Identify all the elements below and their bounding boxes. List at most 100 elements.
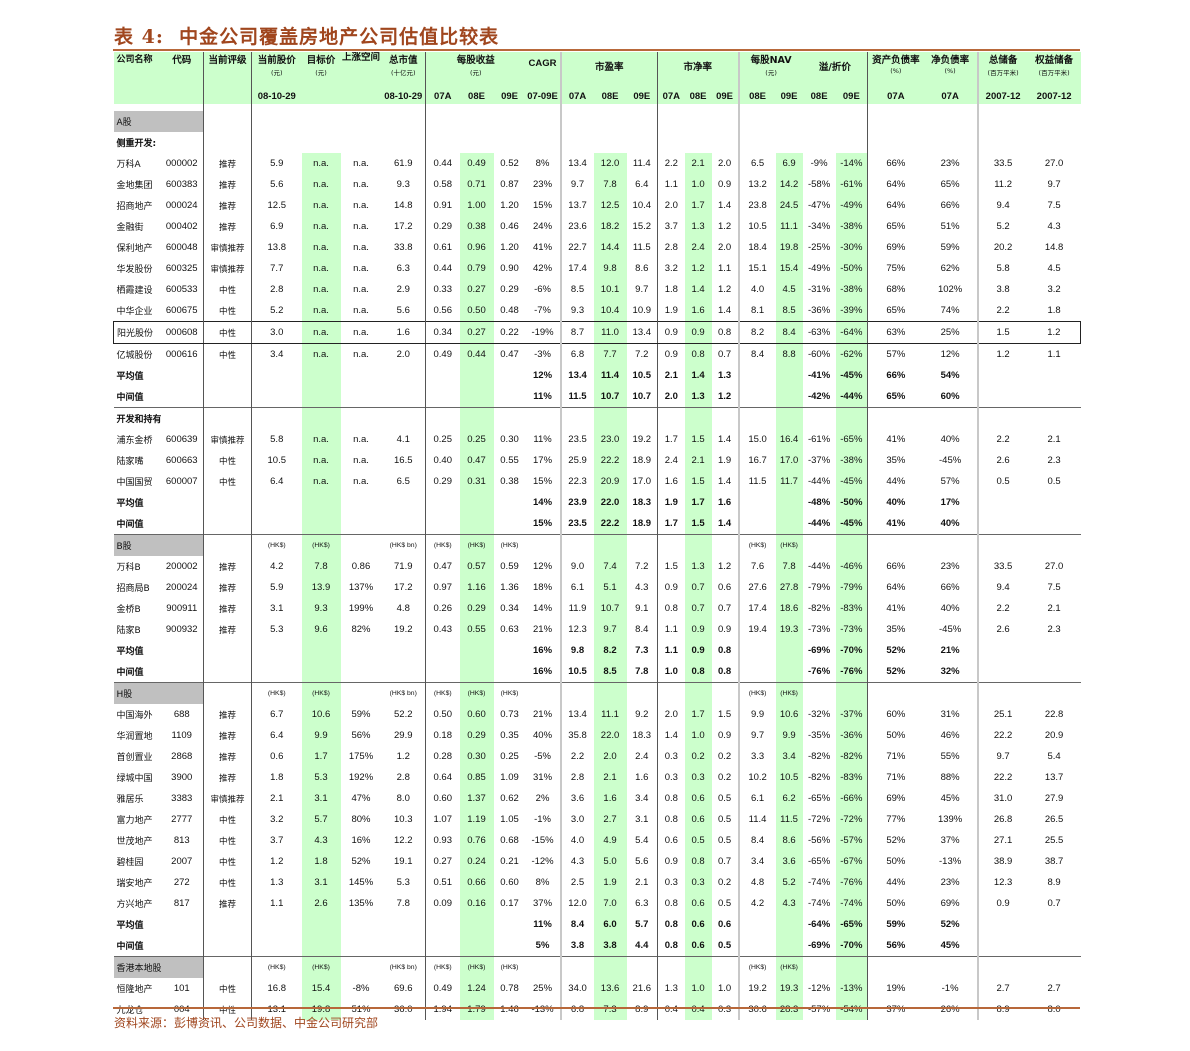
cell-premium-08e xyxy=(802,956,836,978)
row-label: 平均值 xyxy=(116,647,144,657)
table-row: 华发股份 600325 审慎推荐 7.7 n.a. n.a. 6.3 0.44 0.79 0.90… xyxy=(114,258,1081,279)
cell-eps-07a xyxy=(426,111,460,132)
cell-pb-07a: 0.8 xyxy=(664,603,678,614)
cell-total-reserve xyxy=(978,914,1028,935)
cell-pb-07a: 0.9 xyxy=(664,582,678,593)
cell-eps-07a xyxy=(426,492,460,513)
cell-eps-08e: 0.71 xyxy=(459,174,494,195)
cell-cagr: 14% xyxy=(525,598,562,619)
cell-pe-07a: 8.5 xyxy=(570,284,585,295)
spacer-cell xyxy=(381,104,426,111)
cell-net-debt-ratio: 23% xyxy=(923,556,979,577)
cell-price: 6.7 xyxy=(270,709,284,720)
row-label: 中间值 xyxy=(116,520,144,530)
cell-nav-08e: 4.0 xyxy=(750,284,765,295)
cell-equity-reserve: 2.3 xyxy=(1047,455,1061,466)
company-name: 中华企业 xyxy=(116,307,153,317)
cell-target: n.a. xyxy=(301,237,341,258)
cell-equity-reserve: 8.9 xyxy=(1047,877,1061,888)
summary-row: 平均值 14% 23.9 22.0 18.3 1.9 1.7 1.6 -48% -50% 40% 17… xyxy=(114,492,1081,513)
cell-premium-08e: -82% xyxy=(807,603,831,614)
cell-eps-09e: 0.59 xyxy=(500,561,519,572)
cell-eps-08e xyxy=(459,513,494,535)
table-row: 华润置地 1109 推荐 6.4 9.9 56% 29.9 0.18 0.29 0.35 40% 35… xyxy=(114,725,1081,746)
cell-premium-09e: -38% xyxy=(835,450,869,471)
cell-eps-09e: 1.36 xyxy=(500,582,519,593)
cell-pb-07a: 1.1 xyxy=(664,179,678,190)
cell-mktcap: 5.3 xyxy=(381,872,426,893)
header-sub-premium-08e: 08E xyxy=(802,89,836,104)
cell-pe-08e: 5.1 xyxy=(593,577,627,598)
cell-debt-ratio: 50% xyxy=(886,898,906,909)
cell-pb-08e xyxy=(685,111,712,132)
cell-equity-reserve: 26.5 xyxy=(1044,814,1064,825)
cell-price: 1.2 xyxy=(270,856,284,867)
cell-nav-08e: 9.7 xyxy=(750,730,765,741)
cell-upside: n.a. xyxy=(353,158,369,169)
cell-cagr: 15% xyxy=(525,195,562,216)
cell-debt-ratio: 64% xyxy=(886,582,906,593)
header-sub-premium-09e: 09E xyxy=(835,89,869,104)
cell-debt-ratio: 63% xyxy=(867,321,924,344)
cell-mktcap: 52.2 xyxy=(381,704,426,725)
cell-code xyxy=(160,935,204,957)
cell-pe-07a: 23.5 xyxy=(568,434,587,445)
section-row: 香港本地股 (HK$) (HK$) (HK$ bn) (HK$) (HK$) (HK$) (H… xyxy=(113,956,1081,978)
cell-code: 900911 xyxy=(160,598,204,619)
cell-total-reserve: 9.7 xyxy=(996,751,1010,762)
cell-code xyxy=(160,640,204,661)
cell-mktcap xyxy=(381,492,426,513)
cell-premium-08e: -44% xyxy=(807,476,831,487)
cell-premium-08e: -56% xyxy=(807,835,831,846)
cell-rating: 中性 xyxy=(203,279,252,300)
header-blank xyxy=(301,89,341,104)
header-sub-eps-07a: 07A xyxy=(425,89,460,104)
cell-net-debt-ratio xyxy=(923,534,979,556)
cell-eps-09e: 0.90 xyxy=(500,263,519,274)
cell-code xyxy=(160,386,204,408)
header-reserve-label: 总储备 xyxy=(988,55,1018,66)
cell-total-reserve: 31.0 xyxy=(993,793,1013,804)
spacer-cell xyxy=(160,104,204,111)
cell-cagr: 8% xyxy=(525,872,562,893)
cell-premium-08e: -49% xyxy=(807,263,831,274)
cell-pb-08e: 0.8 xyxy=(684,661,712,683)
cell-pe-08e: 13.6 xyxy=(593,978,627,999)
table-row: 金地集团 600383 推荐 5.6 n.a. n.a. 9.3 0.58 0.71 0.87 23… xyxy=(114,174,1081,195)
cell-pe-09e: 18.3 xyxy=(626,725,659,746)
cell-upside: 175% xyxy=(348,751,374,762)
cell-code xyxy=(160,682,204,704)
cell-rating: 推荐 xyxy=(203,746,252,767)
cell-pe-07a: 2.8 xyxy=(570,772,585,783)
section-row: B股 (HK$) (HK$) (HK$ bn) (HK$) (HK$) (HK$) (HK$)… xyxy=(113,534,1081,556)
cell-premium-09e: -65% xyxy=(835,914,869,935)
cell-eps-08e: 1.16 xyxy=(459,577,494,598)
cell-pb-07a: 0.3 xyxy=(664,877,678,888)
cell-total-reserve: 3.8 xyxy=(996,284,1010,295)
spacer-cell xyxy=(426,104,460,111)
cell-total-reserve: 2.2 xyxy=(996,603,1010,614)
cell-code: 000002 xyxy=(160,153,204,174)
cell-nav-08e xyxy=(739,111,776,132)
cell-pe-08e: 3.8 xyxy=(593,935,627,957)
cell-eps-08e: 1.19 xyxy=(459,809,494,830)
cell-pb-09e: 1.2 xyxy=(711,556,740,577)
cell-pb-07a: 0.9 xyxy=(657,321,685,344)
cell-rating: 推荐 xyxy=(203,767,252,788)
company-name: 保利地产 xyxy=(116,244,153,254)
cell-target xyxy=(302,132,341,153)
cell-pb-09e: 0.5 xyxy=(711,809,740,830)
cell-cagr xyxy=(525,132,562,153)
cell-pb-08e: 0.7 xyxy=(684,598,712,619)
cell-premium-09e: -79% xyxy=(835,577,869,598)
cell-equity-reserve: 7.5 xyxy=(1047,200,1061,211)
cell-pe-07a: 2.5 xyxy=(570,877,585,888)
cell-upside xyxy=(340,956,382,978)
cell-pe-09e: 2.4 xyxy=(626,746,659,767)
cell-target: n.a. xyxy=(301,279,341,300)
cell-pe-09e: 11.5 xyxy=(626,237,659,258)
cell-debt-ratio: 52% xyxy=(886,666,906,677)
header-net-debt: 净负债率 (%) xyxy=(923,52,979,89)
cell-pe-07a: 9.7 xyxy=(570,179,585,190)
cell-nav-09e xyxy=(775,640,803,661)
